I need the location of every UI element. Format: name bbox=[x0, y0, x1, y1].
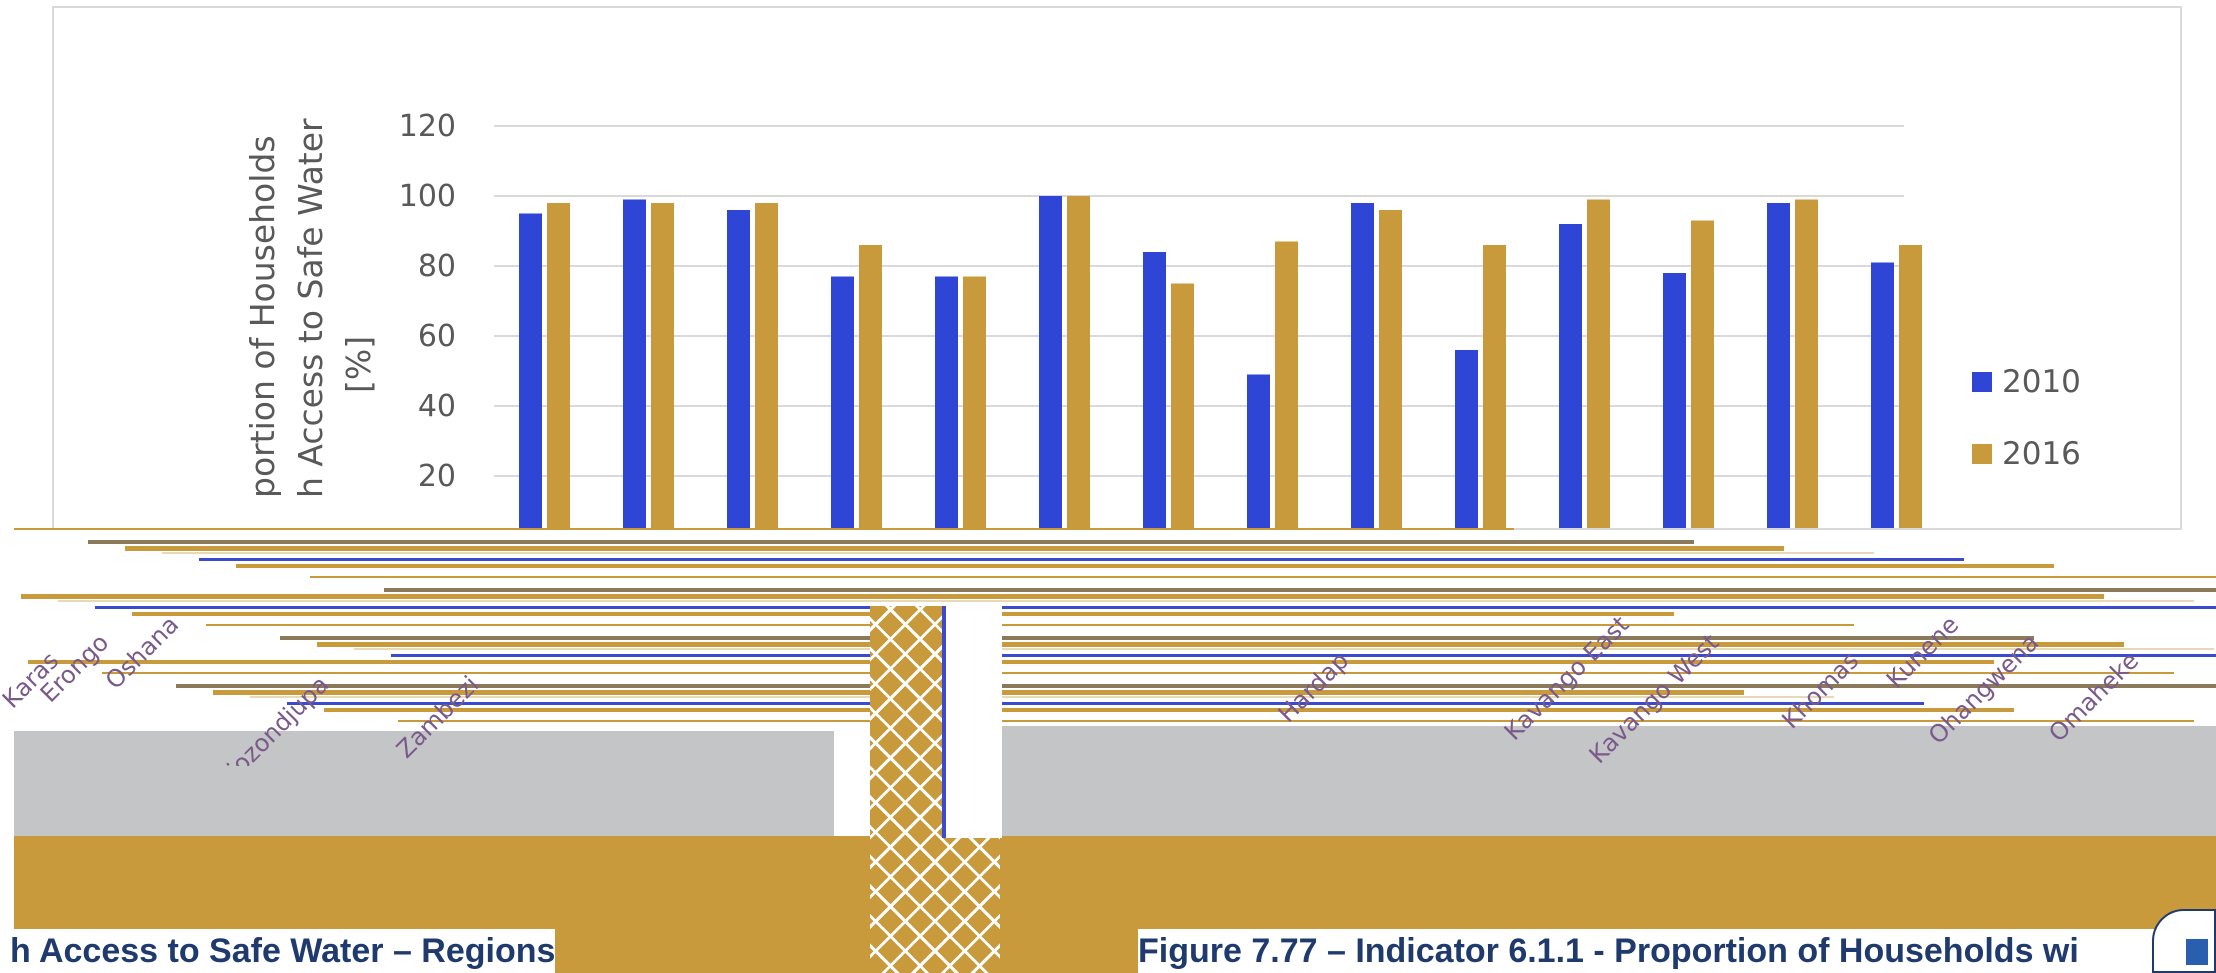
bar-2016-10 bbox=[1483, 245, 1506, 528]
y-axis-ticks: 20 40 60 80 100 120 bbox=[399, 109, 456, 494]
glitch-stripe bbox=[58, 600, 2194, 602]
gray-block-left bbox=[14, 731, 834, 836]
bar-2016-11 bbox=[1587, 199, 1610, 528]
bar-2010-7 bbox=[1143, 252, 1166, 528]
glitch-stripe bbox=[361, 714, 2104, 719]
glitch-stripe bbox=[273, 570, 2144, 575]
legend-swatch-2016 bbox=[1972, 444, 1992, 464]
bar-2010-2 bbox=[623, 199, 646, 528]
legend-swatch-2010 bbox=[1972, 372, 1992, 392]
bar-2016-8 bbox=[1275, 241, 1298, 528]
bar-2016-14 bbox=[1899, 245, 1922, 528]
y-axis-label-line-1: portion of Households bbox=[243, 135, 282, 498]
bar-2016-4 bbox=[859, 245, 882, 528]
bar-2010-1 bbox=[519, 213, 542, 528]
y-axis-label-line-2: h Access to Safe Water bbox=[291, 118, 330, 498]
figure-caption-right: Figure 7.77 – Indicator 6.1.1 - Proporti… bbox=[1138, 929, 2216, 973]
y-tick-label-120: 120 bbox=[399, 109, 456, 144]
chart-frame: 20 40 60 80 100 120 portion of Households h A… bbox=[52, 6, 2182, 530]
bar-2016-13 bbox=[1795, 199, 1818, 528]
glitch-stripe bbox=[139, 678, 2216, 681]
glitch-stripe bbox=[347, 582, 2216, 585]
x-tick-label-fragment: Kunene bbox=[1881, 610, 1964, 693]
bar-2016-3 bbox=[755, 203, 778, 528]
glitch-stripe bbox=[125, 546, 1784, 551]
x-tick-label-fragment: Khomas bbox=[1776, 646, 1864, 734]
bar-2016-2 bbox=[651, 203, 674, 528]
glitch-stripe bbox=[243, 630, 1944, 633]
glitch-stripe bbox=[324, 708, 2014, 712]
bar-2016-6 bbox=[1067, 196, 1090, 528]
bar-2010-10 bbox=[1455, 350, 1478, 528]
y-tick-label-80: 80 bbox=[418, 249, 456, 284]
bar-2016-12 bbox=[1691, 220, 1714, 528]
glitch-stripe bbox=[236, 564, 2054, 568]
glitch-stripe bbox=[65, 666, 2084, 671]
gray-block-right bbox=[1000, 726, 2216, 838]
glitch-stripe bbox=[21, 594, 2104, 599]
x-tick-label-fragment: Oshana bbox=[100, 610, 184, 694]
y-tick-label-20: 20 bbox=[418, 459, 456, 494]
y-axis-label-line-3: [%] bbox=[339, 336, 378, 393]
glitch-stripe bbox=[102, 672, 2174, 674]
glitch-stripe bbox=[162, 552, 1874, 554]
bars bbox=[519, 196, 1922, 528]
figure-caption-left: h Access to Safe Water – Regions bbox=[10, 929, 556, 973]
glitch-stripe bbox=[250, 696, 1834, 698]
x-tick-label-fragment: Zambezi bbox=[391, 670, 484, 763]
x-axis-tick-labels: Otjozondjupa Zambezi Hardap Kavango EastKav… bbox=[0, 610, 2144, 766]
bar-2016-5 bbox=[963, 276, 986, 528]
bar-2016-9 bbox=[1379, 210, 1402, 528]
glitch-stripe bbox=[88, 540, 1694, 544]
glitch-stripe bbox=[391, 654, 2216, 657]
glitch-stripe bbox=[354, 648, 2214, 650]
bar-2010-14 bbox=[1871, 262, 1894, 528]
glitch-stripe bbox=[317, 642, 2124, 647]
glitch-stripe bbox=[199, 558, 1964, 561]
glitch-stripe bbox=[28, 660, 1994, 664]
bar-2010-3 bbox=[727, 210, 750, 528]
bar-2016-1 bbox=[547, 203, 570, 528]
x-tick-label-fragment: Otjozondjupa bbox=[202, 670, 334, 766]
bar-2010-5 bbox=[935, 276, 958, 528]
y-tick-label-100: 100 bbox=[399, 179, 456, 214]
y-tick-label-60: 60 bbox=[418, 319, 456, 354]
corrupted-region: Otjozondjupa Zambezi Hardap Kavango East Kav… bbox=[0, 526, 2216, 973]
white-slot bbox=[942, 606, 1002, 838]
legend-label-2010: 2010 bbox=[2002, 364, 2081, 400]
glitch-stripe bbox=[206, 624, 1854, 626]
bar-2010-12 bbox=[1663, 273, 1686, 528]
y-tick-label-40: 40 bbox=[418, 389, 456, 424]
glitch-stripe bbox=[51, 534, 1604, 537]
bar-chart: 20 40 60 80 100 120 portion of Households h A… bbox=[243, 109, 2081, 528]
x-tick-label-fragment: Omaheke bbox=[2043, 646, 2144, 747]
glitch-stripe bbox=[310, 576, 2216, 578]
glitch-stripe bbox=[398, 720, 2194, 722]
bar-2010-9 bbox=[1351, 203, 1374, 528]
glitch-stripe bbox=[287, 702, 1924, 705]
glitch-stripe bbox=[176, 684, 2216, 688]
glitch-stripe bbox=[14, 528, 1514, 530]
legend-label-2016: 2016 bbox=[2002, 436, 2081, 472]
glitch-stripe bbox=[280, 636, 2034, 640]
bar-2010-4 bbox=[831, 276, 854, 528]
glitch-stripe bbox=[384, 588, 2216, 592]
logo-mark bbox=[2186, 939, 2208, 965]
logo-icon bbox=[2152, 909, 2216, 973]
legend: 2010 2016 bbox=[1972, 364, 2081, 472]
bar-2016-7 bbox=[1171, 283, 1194, 528]
glitch-stripe bbox=[95, 606, 2216, 609]
bar-2010-11 bbox=[1559, 224, 1582, 528]
bar-2010-13 bbox=[1767, 203, 1790, 528]
bar-2010-8 bbox=[1247, 374, 1270, 528]
bar-2010-6 bbox=[1039, 196, 1062, 528]
x-tick-label-fragment: Hardap bbox=[1273, 646, 1355, 728]
